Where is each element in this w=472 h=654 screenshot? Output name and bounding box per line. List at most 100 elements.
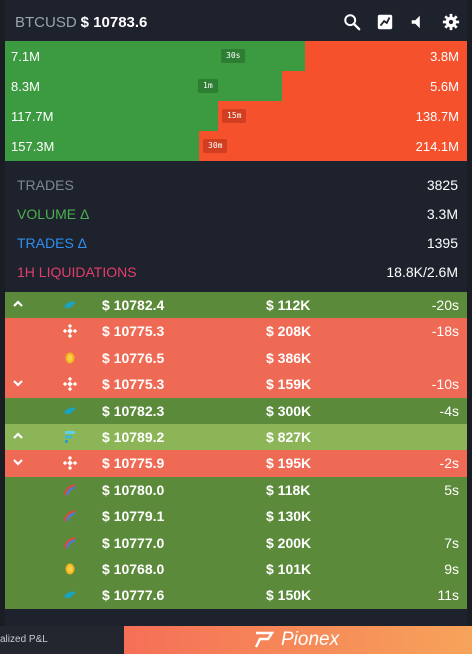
- trade-amount: $ 112K: [266, 297, 311, 313]
- trade-row: $ 10775.9 $ 195K -2s: [5, 450, 467, 477]
- trade-amount: $ 101K: [266, 560, 312, 577]
- coin-exchange-icon: [65, 352, 75, 364]
- pionex-mark-icon: [254, 631, 275, 648]
- trade-price: $ 10775.9: [102, 455, 165, 472]
- symbol-label: BTCUSD: [15, 13, 77, 31]
- buy-volume-bar: [5, 131, 199, 161]
- trade-row: $ 10780.0 $ 118K 5s: [5, 476, 467, 504]
- trade-age: 11s: [437, 587, 459, 604]
- chevron-down-icon: [13, 459, 23, 466]
- footer-bar: alized P&L Pionex: [0, 626, 472, 654]
- timeframe-badge: 15m: [222, 109, 247, 123]
- trade-row: $ 10776.5 $ 386K: [5, 344, 467, 372]
- volume-row: 117.7M 15m 138.7M: [5, 101, 467, 131]
- sell-volume-value: 138.7M: [415, 109, 459, 124]
- pionex-logo: Pionex: [254, 629, 339, 651]
- stat-trades: TRADES 3825: [5, 170, 467, 199]
- trade-row: $ 10782.3 $ 300K -4s: [5, 397, 467, 424]
- chevron-up-icon: [13, 432, 23, 439]
- bird-exchange-icon: [64, 591, 76, 599]
- header-bar: BTCUSD $ 10783.6: [5, 5, 467, 39]
- sell-volume-value: 5.6M: [430, 79, 459, 94]
- trade-amount: $ 386K: [266, 349, 312, 366]
- trade-price: $ 10777.6: [102, 587, 165, 604]
- timeframe-badge: 30s: [221, 49, 246, 63]
- pionex-banner[interactable]: Pionex: [124, 626, 472, 654]
- buy-volume-value: 7.1M: [11, 49, 40, 64]
- stat-value: 3.3M: [426, 206, 458, 222]
- binance-exchange-icon: [63, 456, 77, 471]
- buy-volume-value: 117.7M: [11, 109, 54, 124]
- trade-age: 5s: [444, 481, 459, 498]
- trade-price: $ 10775.3: [102, 376, 165, 393]
- trade-list: $ 10782.4 $ 112K -20s $ 10775.3 $ 208K -18s $ …: [5, 292, 467, 609]
- trade-row: $ 10775.3 $ 208K -18s: [5, 318, 467, 345]
- trade-price: $ 10780.0: [102, 481, 165, 498]
- trade-price: $ 10782.3: [102, 402, 165, 419]
- trade-age: 7s: [444, 534, 459, 551]
- sell-volume-value: 214.1M: [415, 139, 459, 154]
- trade-price: $ 10768.0: [102, 560, 165, 577]
- bird-exchange-icon: [64, 407, 76, 414]
- trade-amount: $ 300K: [266, 402, 312, 419]
- buy-volume-bar: [5, 41, 305, 71]
- volume-row: 7.1M 30s 3.8M: [5, 41, 467, 71]
- sell-volume-value: 3.8M: [430, 49, 459, 64]
- ftx-exchange-icon: [65, 430, 75, 443]
- buy-volume-bar: [5, 101, 218, 131]
- pnl-tab[interactable]: alized P&L: [0, 626, 124, 654]
- stat-value: 3825: [426, 177, 458, 193]
- pnl-label: alized P&L: [0, 634, 48, 645]
- current-price: $ 10783.6: [80, 13, 148, 31]
- binance-exchange-icon: [63, 324, 77, 339]
- stat-label: 1H LIQUIDATIONS: [17, 264, 137, 280]
- trade-price: $ 10775.3: [102, 323, 165, 340]
- chevron-down-icon: [13, 380, 23, 387]
- timeframe-badge: 30m: [203, 139, 228, 153]
- stat-value: 18.8K/2.6M: [386, 264, 458, 280]
- bird-exchange-icon: [64, 301, 76, 309]
- trade-amount: $ 150K: [266, 587, 312, 604]
- stat-label: TRADES Δ: [17, 235, 88, 251]
- trade-monitor-panel: BTCUSD $ 10783.6 7.1M 30s 3.8M: [5, 0, 467, 654]
- sell-volume-bar: [218, 101, 467, 131]
- brand-name: Pionex: [281, 629, 340, 650]
- sell-volume-bar: [282, 71, 467, 101]
- stat-liquidations: 1H LIQUIDATIONS 18.8K/2.6M: [5, 257, 467, 286]
- stat-volume-delta: VOLUME Δ 3.3M: [5, 199, 467, 228]
- stat-label: VOLUME Δ: [17, 206, 90, 222]
- buy-volume-value: 157.3M: [11, 139, 55, 154]
- buy-volume-bar: [5, 71, 282, 101]
- volume-bars: 7.1M 30s 3.8M 8.3M 1m 5.6M 117.7M 15m 13…: [5, 41, 467, 161]
- trade-amount: $ 118K: [266, 481, 311, 498]
- rainbow-exchange-icon: [64, 510, 76, 522]
- trade-row: $ 10768.0 $ 101K 9s: [5, 555, 467, 583]
- stat-trades-delta: TRADES Δ 1395: [5, 228, 467, 257]
- trade-age: -18s: [431, 323, 459, 340]
- gear-icon[interactable]: [441, 12, 461, 32]
- trade-row: $ 10789.2 $ 827K: [5, 423, 467, 451]
- trade-age: -2s: [439, 455, 459, 472]
- trade-age: -20s: [431, 297, 459, 313]
- trade-amount: $ 200K: [266, 534, 312, 551]
- binance-exchange-icon: [63, 377, 77, 392]
- trade-age: 9s: [444, 560, 459, 577]
- speaker-icon[interactable]: [408, 12, 428, 32]
- stats-panel: TRADES 3825 VOLUME Δ 3.3M TRADES Δ 1395 …: [5, 170, 467, 286]
- trade-amount: $ 130K: [266, 508, 312, 525]
- chart-icon[interactable]: [375, 12, 395, 32]
- buy-volume-value: 8.3M: [11, 79, 40, 94]
- trade-amount: $ 208K: [266, 323, 312, 340]
- chevron-up-icon: [13, 300, 23, 307]
- rainbow-exchange-icon: [64, 536, 76, 548]
- search-icon[interactable]: [342, 12, 362, 32]
- trade-row: $ 10779.1 $ 130K: [5, 503, 467, 530]
- trade-amount: $ 159K: [266, 376, 312, 393]
- sell-volume-bar: [199, 131, 467, 161]
- coin-exchange-icon: [65, 563, 75, 575]
- trade-row: $ 10777.6 $ 150K 11s: [5, 582, 467, 609]
- stat-label: TRADES: [17, 177, 74, 193]
- trade-age: -10s: [431, 376, 459, 393]
- trade-price: $ 10779.1: [102, 508, 165, 525]
- trade-age: -4s: [439, 402, 459, 419]
